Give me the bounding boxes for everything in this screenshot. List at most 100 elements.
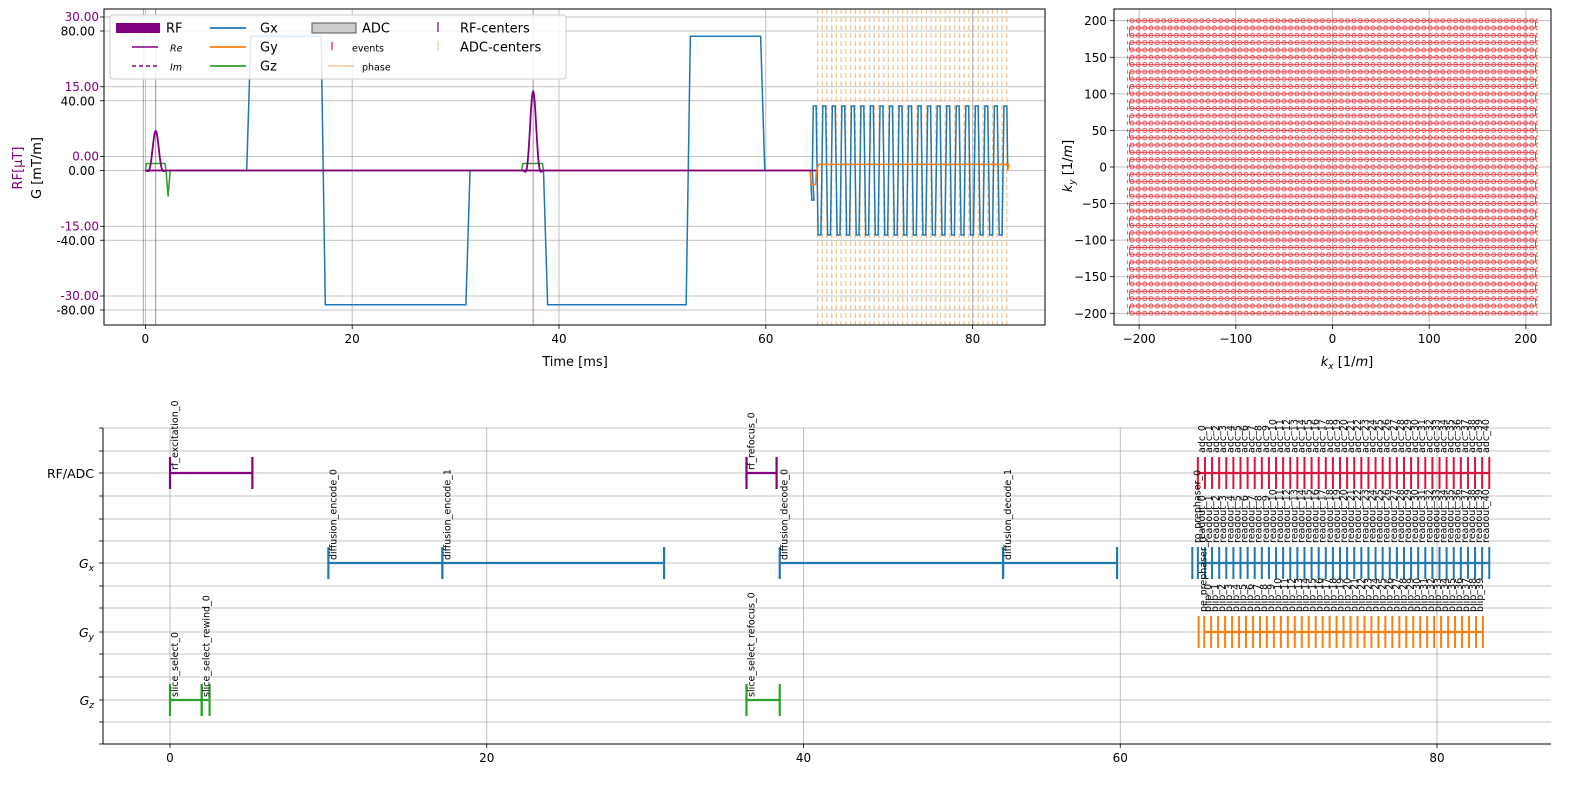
- gy-series-label-15: blip_15: [1308, 578, 1319, 612]
- gy-series-label-33: blip_33: [1433, 578, 1444, 612]
- gy-series-label-3: blip_3: [1224, 584, 1235, 612]
- gx-series-label-19: readout_19: [1332, 489, 1343, 543]
- gx-series-label-21: readout_21: [1346, 489, 1357, 543]
- rf-series-label-25: adc_25: [1375, 419, 1386, 453]
- gx-series-label-2: readout_2: [1211, 495, 1222, 543]
- gy-series-label-25: blip_25: [1377, 578, 1388, 612]
- legend-label-2: Im: [170, 63, 182, 74]
- waveform-xtick-label-0: 0: [142, 332, 150, 346]
- gy-waveform: [145, 163, 1010, 186]
- gx-series-label-11: readout_11: [1275, 489, 1286, 543]
- rf-series-label-29: adc_29: [1403, 419, 1414, 453]
- waveform-rftick-label-2: 0.00: [72, 150, 99, 164]
- rf-series-label-35: adc_35: [1446, 419, 1457, 453]
- gy-series-label-6: blip_6: [1245, 584, 1256, 612]
- rf-series-label-13: adc_13: [1289, 419, 1300, 453]
- rf-series-label-11: adc_11: [1275, 419, 1286, 453]
- gx-series-label-6: readout_6: [1239, 495, 1250, 543]
- gx-series-label-20: readout_20: [1339, 489, 1350, 543]
- kspace-xlabel-m: m: [1355, 355, 1368, 370]
- waveform-axes: 0 20 40 60 80 80.00 40.00 0.00 -40.00 -80.00 30.00…: [56, 8, 1046, 346]
- timeline-row-label-main-gx: G: [79, 556, 89, 571]
- timeline-row-label-gx: Gx: [79, 556, 95, 574]
- gy-series-label-31: blip_31: [1419, 578, 1430, 612]
- legend-symbol-0: [116, 23, 160, 33]
- gx-series-label-35: readout_35: [1446, 489, 1457, 543]
- rf-series-label-6: adc_6: [1239, 425, 1250, 453]
- rf-series-label-33: adc_33: [1431, 419, 1442, 453]
- legend-box: [109, 14, 567, 80]
- legend-label-5: Gz: [260, 60, 277, 75]
- kspace-ytick-label-1: 150: [1084, 51, 1107, 65]
- gy-series-label-9: blip_9: [1266, 584, 1277, 612]
- gy-series-label-2: blip_2: [1217, 584, 1228, 612]
- event-gx-2-label: diffusion_decode_0: [780, 469, 791, 560]
- gx-series-label-18: readout_18: [1325, 489, 1336, 543]
- gy-series-label-4: blip_4: [1231, 584, 1242, 612]
- gy-series-label-29: blip_29: [1405, 578, 1416, 612]
- rf-series-label-0: adc_0: [1197, 425, 1208, 453]
- timeline-xtick-label-1: 20: [479, 751, 494, 765]
- rf-series-label-32: adc_32: [1424, 419, 1435, 453]
- gx-series-label-16: readout_16: [1311, 489, 1322, 543]
- gy-series-label-13: blip_13: [1294, 578, 1305, 612]
- kspace-xlabel-unit: [1/: [1334, 355, 1356, 370]
- legend-label-9: RF-centers: [460, 22, 530, 37]
- gx-waveform: [145, 35, 1009, 306]
- rf-series-label-23: adc_23: [1360, 419, 1371, 453]
- kspace-ylabel-k: k: [1061, 184, 1076, 192]
- gy-series-label-23: blip_23: [1363, 578, 1374, 612]
- gx-series-label-15: readout_15: [1303, 489, 1314, 543]
- gz-waveform: [144, 162, 545, 197]
- gy-series-label-12: blip_12: [1287, 578, 1298, 612]
- gx-series-label-40: readout_40: [1481, 489, 1492, 543]
- gx-series-label-28: readout_28: [1396, 489, 1407, 543]
- event-gx-3-label: diffusion_decode_1: [1003, 469, 1014, 560]
- gx-series-label-27: readout_27: [1389, 489, 1400, 543]
- kspace-plot: [1126, 18, 1539, 316]
- rf-series-label-17: adc_17: [1318, 419, 1329, 453]
- rf-series-label-14: adc_14: [1296, 419, 1307, 453]
- timeline-row-label-main-gy: G: [79, 625, 89, 640]
- gx-series-label-8: readout_8: [1254, 495, 1265, 543]
- rf-series-label-10: adc_10: [1268, 419, 1279, 453]
- waveform-xtick-label-1: 20: [345, 332, 360, 346]
- timeline-xtick-label-2: 40: [796, 751, 811, 765]
- legend-label-1: Re: [170, 44, 183, 55]
- event-gx-1-label: diffusion_encode_1: [442, 469, 453, 560]
- waveform-rftick-label-3: -15.00: [60, 219, 99, 233]
- rf-series-label-31: adc_31: [1417, 419, 1428, 453]
- rf-series-label-7: adc_7: [1247, 425, 1258, 453]
- kspace-xtick-label-0: −200: [1123, 332, 1156, 346]
- kspace-ytick-label-4: 0: [1099, 161, 1107, 175]
- kspace-xtick-label-4: 200: [1514, 332, 1537, 346]
- waveform-legend: RF Re Im Gx Gy Gz ADC events phase RF-centers ADC-…: [109, 14, 567, 80]
- rf-series-label-30: adc_30: [1410, 419, 1421, 453]
- kspace-frame: [1113, 8, 1552, 326]
- timeline-xtick-label-4: 80: [1429, 751, 1444, 765]
- legend-symbol-6: [311, 22, 357, 34]
- timeline-xtick-label-0: 0: [166, 751, 174, 765]
- waveform-xtick-label-3: 60: [758, 332, 773, 346]
- waveform-frame: [103, 8, 1046, 326]
- rf-series-label-36: adc_36: [1453, 419, 1464, 453]
- rf-series-label-4: adc_4: [1225, 425, 1236, 453]
- kspace-ytick-label-5: −50: [1082, 197, 1107, 211]
- kspace-ylabel-sub: y: [1068, 179, 1078, 186]
- gy-series-label-37: blip_37: [1461, 578, 1472, 612]
- gy-series-label-35: blip_35: [1447, 578, 1458, 612]
- event-gx-0-label: diffusion_encode_0: [328, 469, 339, 560]
- timeline-row-label-sub-gy: y: [88, 633, 95, 643]
- rf-series-label-12: adc_12: [1282, 419, 1293, 453]
- waveform-gtick-label-0: 80.00: [61, 25, 95, 39]
- gx-series-label-9: readout_9: [1261, 495, 1272, 543]
- gx-series-label-0: readout_0: [1197, 495, 1208, 543]
- kspace-axes: −200 −100 0 100 200 200 150 100 50 0 −50 −100 −150 −2…: [1074, 8, 1552, 346]
- gy-series-label-8: blip_8: [1259, 584, 1270, 612]
- gx-series-label-22: readout_22: [1353, 489, 1364, 543]
- waveform-gtick-label-4: -80.00: [56, 304, 95, 318]
- gx-series-label-31: readout_31: [1417, 489, 1428, 543]
- timeline-row-label-sub-gz: z: [88, 701, 94, 711]
- gx-series-label-12: readout_12: [1282, 489, 1293, 543]
